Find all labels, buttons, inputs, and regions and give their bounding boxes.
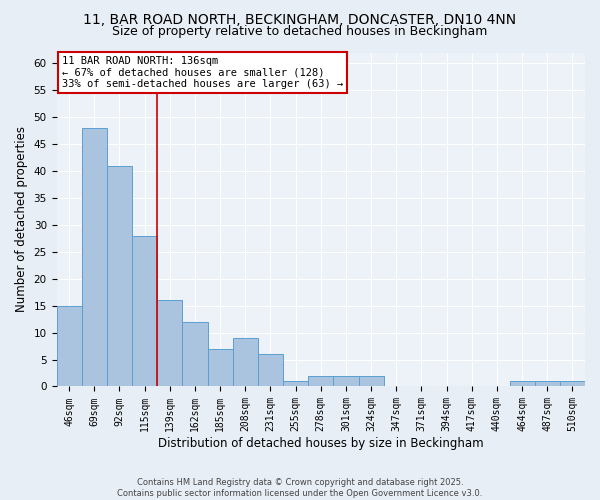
Bar	[308, 376, 334, 386]
Bar	[56, 306, 82, 386]
Bar	[359, 376, 383, 386]
Bar	[258, 354, 283, 386]
Bar	[182, 322, 208, 386]
Bar	[82, 128, 107, 386]
Bar	[283, 381, 308, 386]
Bar	[334, 376, 359, 386]
Bar	[157, 300, 182, 386]
Bar	[560, 381, 585, 386]
Bar	[233, 338, 258, 386]
Y-axis label: Number of detached properties: Number of detached properties	[15, 126, 28, 312]
Bar	[107, 166, 132, 386]
Text: 11 BAR ROAD NORTH: 136sqm
← 67% of detached houses are smaller (128)
33% of semi: 11 BAR ROAD NORTH: 136sqm ← 67% of detac…	[62, 56, 343, 89]
Text: Size of property relative to detached houses in Beckingham: Size of property relative to detached ho…	[112, 25, 488, 38]
X-axis label: Distribution of detached houses by size in Beckingham: Distribution of detached houses by size …	[158, 437, 484, 450]
Text: 11, BAR ROAD NORTH, BECKINGHAM, DONCASTER, DN10 4NN: 11, BAR ROAD NORTH, BECKINGHAM, DONCASTE…	[83, 12, 517, 26]
Text: Contains HM Land Registry data © Crown copyright and database right 2025.
Contai: Contains HM Land Registry data © Crown c…	[118, 478, 482, 498]
Bar	[208, 349, 233, 387]
Bar	[509, 381, 535, 386]
Bar	[132, 236, 157, 386]
Bar	[535, 381, 560, 386]
